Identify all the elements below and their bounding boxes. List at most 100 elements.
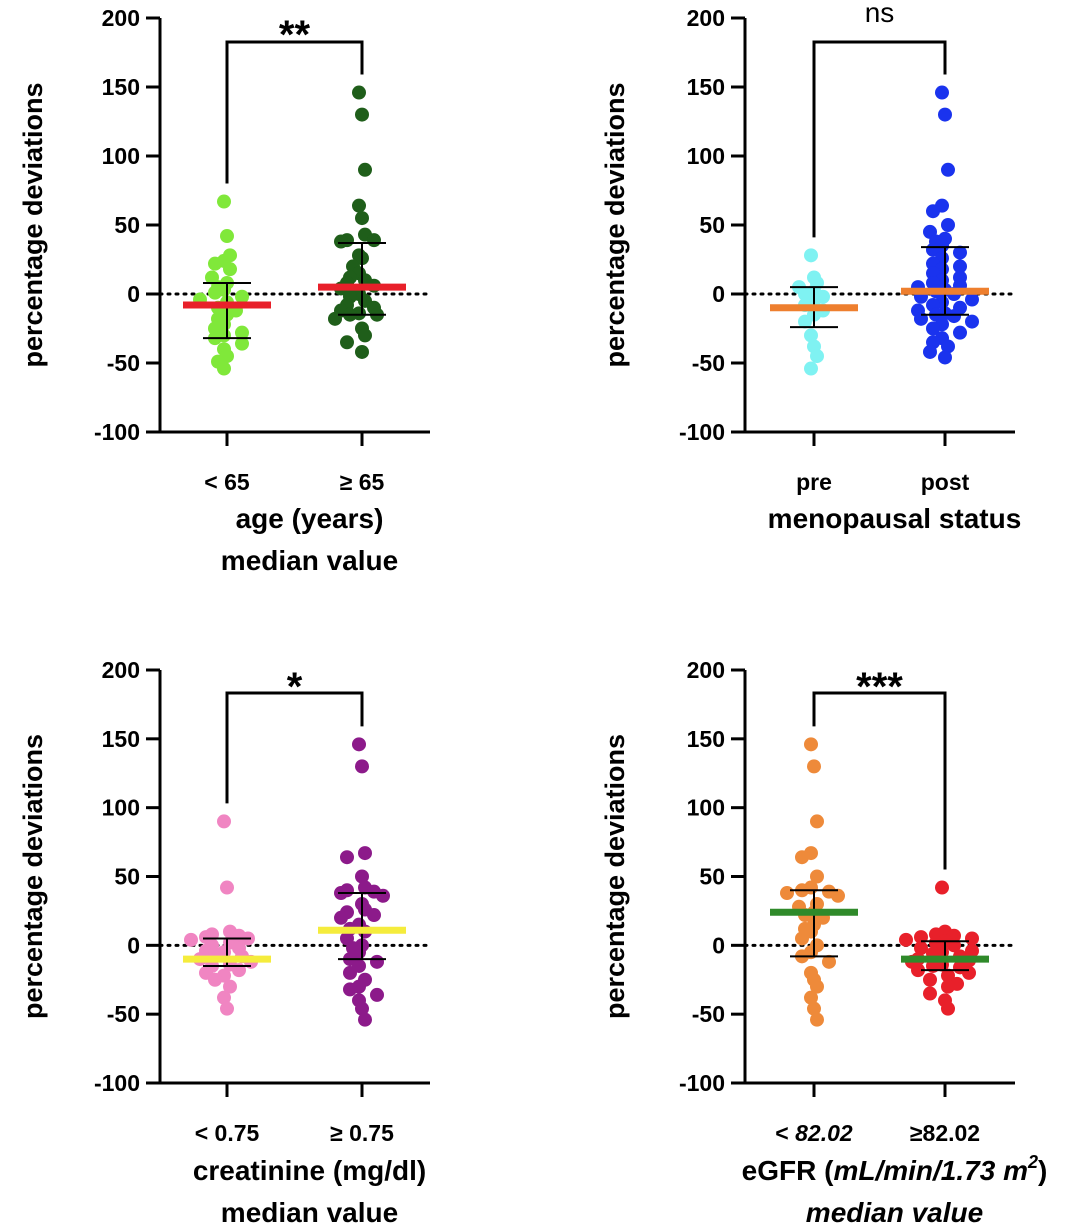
data-point [899,932,913,947]
y-tick-label: 100 [102,143,140,169]
data-point [367,233,381,248]
chart-panel-bottom-left: 200 150 100 50 0 -50 -100 percentage deviations… [18,657,432,1228]
data-point [962,965,976,980]
y-tick-label: -50 [107,1001,140,1027]
significance-bracket [812,691,947,870]
chart-panel-top-left: 200 150 100 50 0 -50 -100 percentage deviations… [18,5,432,576]
data-point [804,361,818,376]
data-point [352,198,366,213]
y-tick-label: -50 [692,350,725,376]
data-point [235,336,249,351]
data-point [343,965,357,980]
data-point [941,968,955,983]
data-point [352,737,366,752]
data-point [208,256,222,271]
data-point [831,888,845,903]
data-point [941,1001,955,1016]
y-tick-label: 0 [127,281,140,307]
y-axis-label: percentage deviations [600,82,630,367]
data-point [807,1001,821,1016]
data-point [355,211,369,226]
data-point [935,880,949,895]
significance-label: *** [856,665,903,709]
data-point [217,990,231,1005]
data-point [953,245,967,260]
x-axis-label: age (years) [236,503,384,534]
y-tick-label: 200 [687,5,725,31]
data-point [941,162,955,177]
x-axis-label: median value [221,1197,398,1228]
x-category-label: ≥82.02 [910,1120,980,1146]
data-point [358,328,372,343]
data-point [358,162,372,177]
series-0 [183,194,271,376]
y-tick-label: 200 [102,5,140,31]
x-axis-label: median value [221,545,398,576]
y-tick-label: -100 [679,419,725,445]
series-0 [770,737,858,1027]
data-point [220,880,234,895]
data-point [810,1012,824,1027]
y-tick-label: 150 [687,726,725,752]
x-category-label: ≥ 65 [340,469,385,495]
data-point [923,972,937,987]
series-1 [899,880,989,1016]
data-point [340,335,354,350]
data-point [334,234,348,249]
series-1 [318,85,406,359]
data-point [358,1012,372,1027]
x-category-label: < 82.02 [775,1120,853,1146]
data-point [220,1001,234,1016]
data-point [223,262,237,277]
data-point [334,910,348,925]
data-point [911,963,925,978]
data-point [370,954,384,969]
y-tick-label: 150 [102,726,140,752]
data-point [953,259,967,274]
data-point [914,941,928,956]
y-tick-label: -50 [107,350,140,376]
y-tick-label: 50 [699,864,725,890]
series-0 [183,814,271,1016]
data-point [810,349,824,364]
data-point [938,107,952,122]
data-point [217,814,231,829]
x-category-label: ≥ 0.75 [330,1120,394,1146]
series-0 [770,248,858,376]
data-point [376,888,390,903]
data-point [208,972,222,987]
data-point [217,194,231,209]
y-tick-label: -100 [94,1070,140,1096]
data-point [343,982,357,997]
y-tick-label: -50 [692,1001,725,1027]
data-point [223,979,237,994]
chart-panel-top-right: 200 150 100 50 0 -50 -100 percentage deviations… [600,0,1021,534]
data-point [810,979,824,994]
y-tick-label: 100 [687,795,725,821]
data-point [235,325,249,340]
y-tick-label: 150 [102,74,140,100]
x-axis-label-suffix: ) [1038,1155,1047,1186]
data-point [780,886,794,901]
data-point [355,759,369,774]
data-point [810,869,824,884]
significance-bracket [225,40,364,184]
x-category-label: post [921,469,970,495]
data-point [822,954,836,969]
x-category-label-prefix: < [775,1120,795,1146]
data-point [965,292,979,307]
data-point [926,321,940,336]
data-point [923,986,937,1001]
y-tick-label: 0 [712,281,725,307]
data-point [965,931,979,946]
data-point [953,325,967,340]
data-point [965,314,979,329]
y-tick-label: 50 [114,212,140,238]
data-point [941,339,955,354]
data-point [235,289,249,304]
data-point [220,229,234,244]
y-tick-label: 150 [687,74,725,100]
data-point [804,328,818,343]
x-category-label-value: 82.02 [795,1120,853,1146]
data-point [370,987,384,1002]
